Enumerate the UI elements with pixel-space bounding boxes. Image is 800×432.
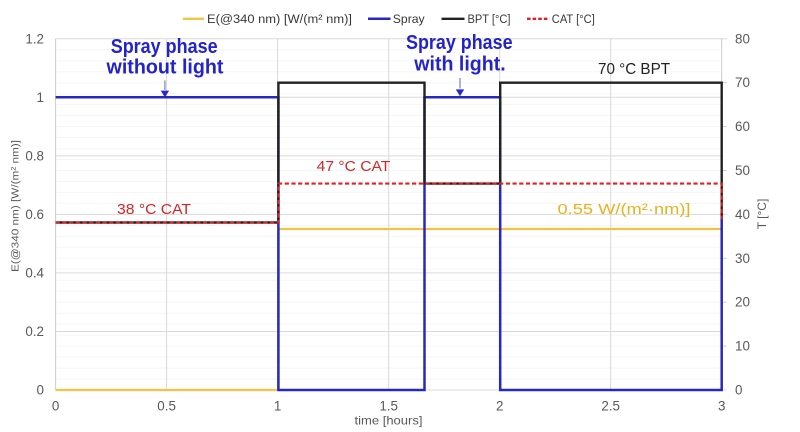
svg-text:0.5: 0.5 <box>157 399 176 414</box>
svg-text:E(@340 nm) [W/(m² nm)]: E(@340 nm) [W/(m² nm)] <box>10 140 22 272</box>
svg-text:38 °C CAT: 38 °C CAT <box>117 201 191 218</box>
svg-text:0: 0 <box>37 383 44 398</box>
svg-text:0: 0 <box>52 399 59 414</box>
svg-text:Spray phase: Spray phase <box>406 32 513 54</box>
svg-text:30: 30 <box>735 251 750 266</box>
svg-text:0.4: 0.4 <box>25 265 44 280</box>
svg-text:0.2: 0.2 <box>25 324 44 339</box>
svg-text:47 °C CAT: 47 °C CAT <box>317 158 391 175</box>
svg-text:20: 20 <box>735 295 750 310</box>
svg-text:40: 40 <box>735 207 750 222</box>
svg-text:CAT [°C]: CAT [°C] <box>552 12 595 26</box>
svg-text:without light: without light <box>106 57 224 79</box>
svg-text:1: 1 <box>274 399 281 414</box>
svg-text:1.2: 1.2 <box>25 31 44 46</box>
svg-text:60: 60 <box>735 119 750 134</box>
svg-text:50: 50 <box>735 163 750 178</box>
svg-text:0.8: 0.8 <box>25 148 44 163</box>
svg-text:E(@340 nm) [W/(m² nm)]: E(@340 nm) [W/(m² nm)] <box>207 12 352 26</box>
svg-text:2.5: 2.5 <box>601 399 620 414</box>
svg-text:3: 3 <box>718 399 725 414</box>
svg-text:0.55 W/(m²·nm)]: 0.55 W/(m²·nm)] <box>558 201 691 218</box>
svg-text:70 °C BPT: 70 °C BPT <box>598 61 671 78</box>
svg-text:Spray phase: Spray phase <box>111 36 218 58</box>
svg-text:with light.: with light. <box>413 54 505 76</box>
svg-text:Spray: Spray <box>393 12 426 26</box>
svg-text:1: 1 <box>37 90 44 105</box>
svg-text:T [°C]: T [°C] <box>755 199 769 230</box>
svg-text:80: 80 <box>735 31 750 46</box>
svg-text:10: 10 <box>735 339 750 354</box>
svg-text:0.6: 0.6 <box>25 207 44 222</box>
svg-text:2: 2 <box>496 399 503 414</box>
svg-text:0: 0 <box>735 383 742 398</box>
svg-text:BPT [°C]: BPT [°C] <box>468 12 511 26</box>
svg-text:1.5: 1.5 <box>379 399 398 414</box>
svg-text:70: 70 <box>735 75 750 90</box>
svg-text:time [hours]: time [hours] <box>355 414 423 428</box>
